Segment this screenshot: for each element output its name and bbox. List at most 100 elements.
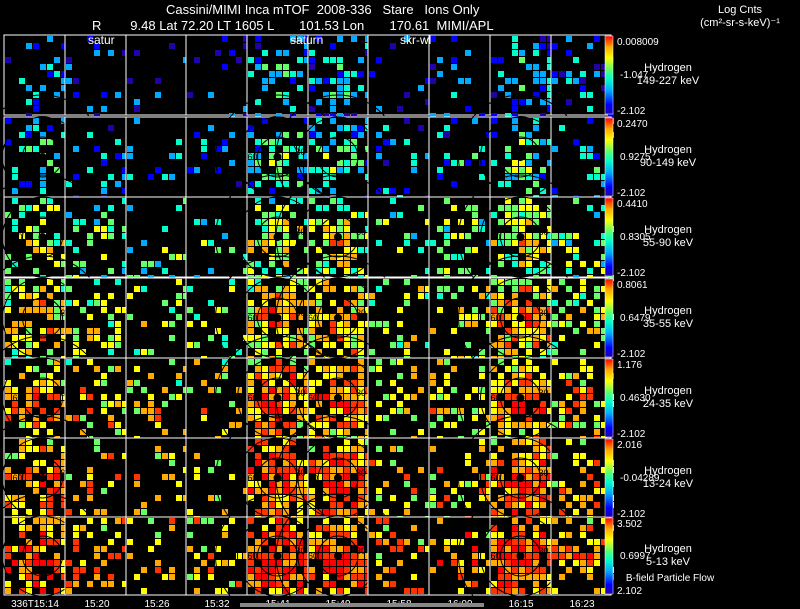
pixel — [437, 415, 443, 421]
pixel — [290, 495, 296, 501]
footer-caption: B-field Particle Flow — [626, 573, 715, 584]
pixel — [573, 415, 579, 421]
pixel — [587, 118, 593, 124]
pixel — [255, 43, 261, 49]
pixel — [594, 293, 600, 299]
pixel — [33, 553, 39, 559]
pixel — [54, 342, 60, 348]
pixel — [330, 268, 336, 274]
pixel — [122, 546, 128, 552]
pixel — [512, 314, 518, 320]
pixel — [269, 321, 275, 327]
pixel — [5, 293, 11, 299]
pixel — [316, 36, 322, 42]
pixel — [351, 567, 357, 573]
pixel — [533, 502, 539, 508]
saturn-marker — [516, 552, 525, 560]
pixel — [80, 429, 86, 435]
pixel — [519, 373, 525, 379]
pixel — [594, 167, 600, 173]
pixel — [19, 335, 25, 341]
panel-r2-c2 — [125, 196, 189, 281]
pixel — [351, 553, 357, 559]
pixel — [547, 293, 553, 299]
pixel — [80, 307, 86, 313]
pixel — [479, 349, 485, 355]
pixel — [54, 408, 60, 414]
pixel — [330, 588, 336, 594]
pixel — [358, 286, 364, 292]
pixel — [465, 314, 471, 320]
pixel — [566, 78, 572, 84]
pixel — [430, 394, 436, 400]
pixel — [304, 247, 310, 253]
pixel — [594, 212, 600, 218]
pixel — [66, 328, 72, 334]
pixel — [458, 286, 464, 292]
pixel — [283, 342, 289, 348]
pixel — [236, 408, 242, 414]
pixel — [54, 481, 60, 487]
pixel — [437, 268, 443, 274]
pixel — [54, 286, 60, 292]
pixel — [262, 467, 268, 473]
pixel — [26, 226, 32, 232]
pixel — [47, 349, 53, 355]
pixel — [283, 314, 289, 320]
row-energy-1: 90-149 keV — [640, 157, 697, 169]
row-energy-3: 35-55 keV — [643, 318, 694, 330]
pixel — [351, 125, 357, 131]
pixel — [169, 174, 175, 180]
pixel — [411, 160, 417, 166]
pixel — [304, 167, 310, 173]
pixel — [533, 446, 539, 452]
pixel — [351, 132, 357, 138]
pixel — [323, 539, 329, 545]
pixel — [491, 212, 497, 218]
pixel — [404, 92, 410, 98]
pixel — [526, 335, 532, 341]
pixel — [552, 539, 558, 545]
pixel — [269, 567, 275, 573]
pixel — [222, 509, 228, 515]
pixel — [134, 286, 140, 292]
pixel — [54, 380, 60, 386]
pixel — [601, 328, 607, 334]
pixel — [47, 380, 53, 386]
pixel — [262, 401, 268, 407]
pixel — [54, 394, 60, 400]
pixel — [526, 268, 532, 274]
pixel — [472, 429, 478, 435]
pixel — [330, 553, 336, 559]
pixel — [269, 198, 275, 204]
pixel — [5, 581, 11, 587]
pixel — [540, 188, 546, 194]
pixel — [276, 219, 282, 225]
pixel — [255, 415, 261, 421]
pixel — [115, 342, 121, 348]
pixel — [5, 380, 11, 386]
pixel — [337, 467, 343, 473]
panel-r0-c9 — [550, 34, 614, 119]
pixel — [519, 57, 525, 63]
pixel — [262, 429, 268, 435]
pixel — [512, 254, 518, 260]
pixel — [187, 307, 193, 313]
panel-r3-c7 — [428, 277, 492, 362]
pixel — [19, 574, 25, 580]
pixel — [444, 219, 450, 225]
colorbar-max-3: 0.8061 — [617, 280, 648, 291]
ring-label-30: 30 — [539, 388, 549, 398]
pixel — [290, 380, 296, 386]
pixel — [411, 335, 417, 341]
pixel — [330, 78, 336, 84]
pixel — [444, 286, 450, 292]
pixel — [134, 50, 140, 56]
pixel — [26, 574, 32, 580]
pixel — [540, 139, 546, 145]
pixel — [236, 181, 242, 187]
pixel — [94, 50, 100, 56]
pixel — [162, 268, 168, 274]
pixel — [519, 401, 525, 407]
pixel — [376, 366, 382, 372]
